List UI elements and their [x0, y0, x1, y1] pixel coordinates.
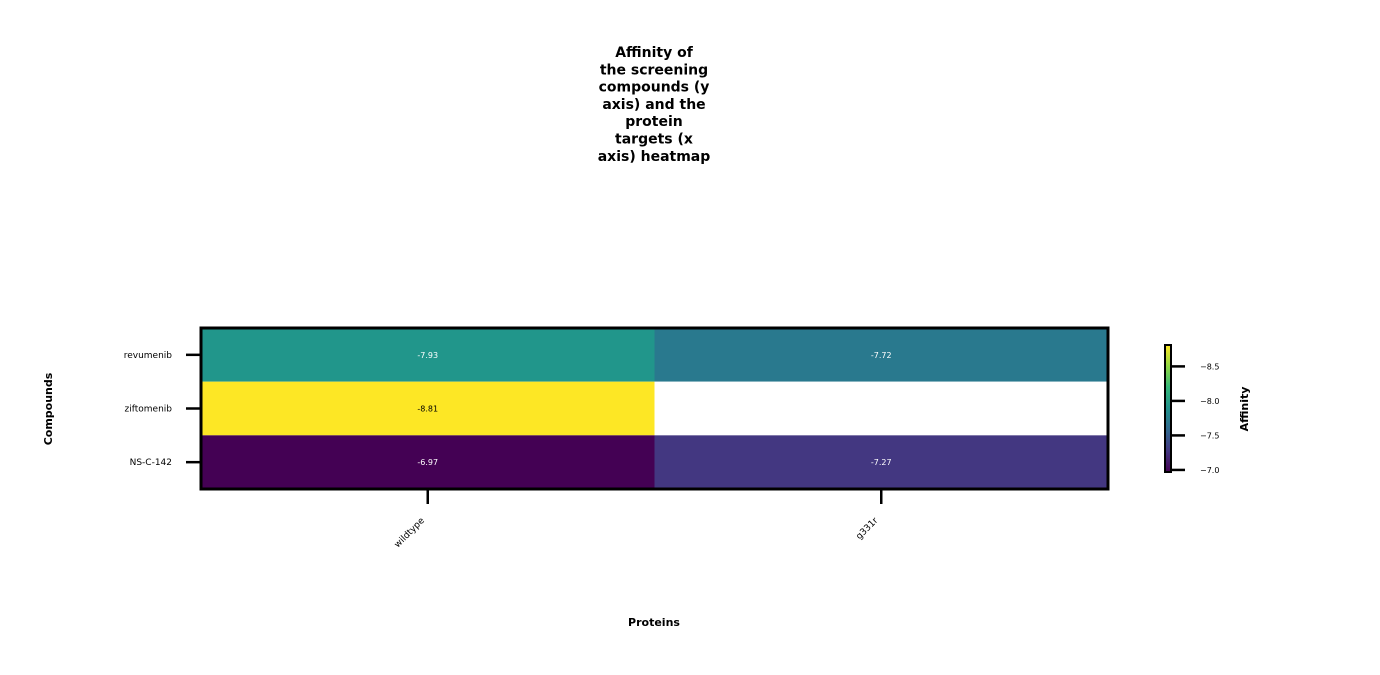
x-axis-label: Proteins: [628, 616, 680, 629]
x-tick-label: g331r: [854, 516, 880, 542]
colorbar-tick-label: −8.0: [1200, 397, 1219, 406]
chart-title-line: targets (x: [615, 132, 693, 148]
y-tick-label: ziftomenib: [125, 405, 173, 415]
heatmap-cell: [654, 435, 1108, 489]
heatmap-cells: -7.93 -7.72 -8.81 -6.97 -7.27: [201, 328, 1108, 489]
colorbar-tick-label: −7.5: [1200, 431, 1219, 440]
cell-value-label: -6.97: [417, 458, 438, 467]
colorbar-label: Affinity: [1238, 387, 1251, 432]
x-tick-label: wildtype: [393, 516, 427, 550]
chart-title-line: protein: [625, 114, 683, 130]
x-axis-ticks: wildtype g331r: [393, 489, 883, 550]
chart-title-line: Affinity of: [615, 45, 694, 61]
heatmap-cell: [201, 381, 655, 436]
cell-value-label: -8.81: [417, 405, 438, 414]
y-axis-ticks: revumenib ziftomenib NS-C-142: [124, 351, 201, 468]
colorbar-tick-label: −8.5: [1200, 362, 1219, 371]
chart-title-line: axis) heatmap: [598, 149, 711, 165]
chart-title-line: axis) and the: [602, 97, 705, 113]
chart-title-line: the screening: [600, 62, 708, 78]
heatmap-cell: [201, 435, 655, 489]
heatmap-cell: [654, 381, 1108, 436]
chart-title-line: compounds (y: [599, 80, 710, 96]
y-tick-label: revumenib: [124, 351, 173, 361]
cell-value-label: -7.27: [871, 458, 892, 467]
heatmap-cell: [654, 328, 1108, 382]
colorbar: −8.5 −8.0 −7.5 −7.0 Affinity: [1164, 344, 1251, 475]
cell-value-label: -7.72: [871, 351, 892, 360]
y-tick-label: NS-C-142: [130, 458, 172, 468]
cell-value-label: -7.93: [417, 351, 438, 360]
colorbar-tick-label: −7.0: [1200, 466, 1219, 475]
heatmap-cell: [201, 328, 655, 382]
colorbar-gradient: [1164, 344, 1172, 473]
y-axis-label: Compounds: [42, 372, 55, 445]
